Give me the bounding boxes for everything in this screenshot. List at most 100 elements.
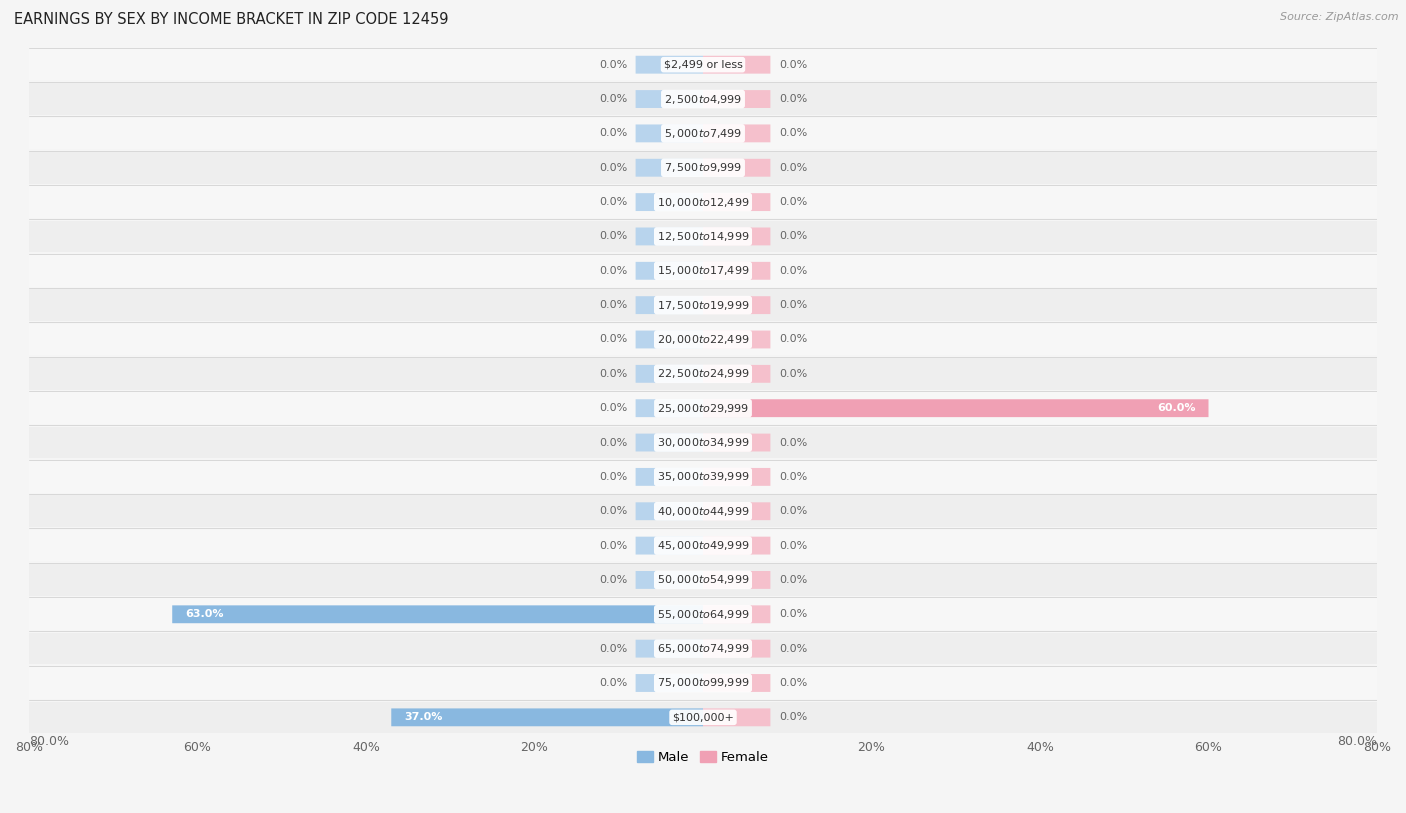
Text: 0.0%: 0.0% [779,541,807,550]
Bar [30,324,1376,355]
FancyBboxPatch shape [636,365,703,383]
Text: $35,000 to $39,999: $35,000 to $39,999 [657,471,749,484]
FancyBboxPatch shape [636,502,703,520]
FancyBboxPatch shape [636,159,703,176]
FancyBboxPatch shape [636,468,703,486]
Text: $7,500 to $9,999: $7,500 to $9,999 [664,161,742,174]
Text: 0.0%: 0.0% [779,266,807,276]
Text: 0.0%: 0.0% [779,232,807,241]
Text: 0.0%: 0.0% [599,541,627,550]
FancyBboxPatch shape [703,606,770,624]
Text: 0.0%: 0.0% [779,506,807,516]
FancyBboxPatch shape [636,124,703,142]
FancyBboxPatch shape [391,708,703,726]
Text: $5,000 to $7,499: $5,000 to $7,499 [664,127,742,140]
Text: 0.0%: 0.0% [599,197,627,207]
FancyBboxPatch shape [636,433,703,451]
FancyBboxPatch shape [636,537,703,554]
Text: 0.0%: 0.0% [779,197,807,207]
Text: 0.0%: 0.0% [779,609,807,620]
Text: 0.0%: 0.0% [599,369,627,379]
Bar [30,255,1376,287]
Text: 0.0%: 0.0% [779,644,807,654]
Text: 0.0%: 0.0% [599,94,627,104]
FancyBboxPatch shape [703,228,770,246]
Text: 0.0%: 0.0% [779,59,807,70]
Text: 0.0%: 0.0% [599,403,627,413]
Text: 80.0%: 80.0% [1337,734,1376,747]
FancyBboxPatch shape [703,296,770,314]
FancyBboxPatch shape [703,56,770,74]
Text: 0.0%: 0.0% [599,472,627,482]
Text: 0.0%: 0.0% [599,128,627,138]
Text: 0.0%: 0.0% [599,266,627,276]
Text: 0.0%: 0.0% [599,334,627,345]
FancyBboxPatch shape [636,90,703,108]
Text: $22,500 to $24,999: $22,500 to $24,999 [657,367,749,380]
Text: $12,500 to $14,999: $12,500 to $14,999 [657,230,749,243]
FancyBboxPatch shape [703,640,770,658]
Bar [30,49,1376,80]
Text: $30,000 to $34,999: $30,000 to $34,999 [657,436,749,449]
FancyBboxPatch shape [636,296,703,314]
FancyBboxPatch shape [172,606,703,624]
Bar [30,598,1376,630]
FancyBboxPatch shape [703,90,770,108]
FancyBboxPatch shape [703,674,770,692]
FancyBboxPatch shape [703,571,770,589]
Text: $2,500 to $4,999: $2,500 to $4,999 [664,93,742,106]
Text: $17,500 to $19,999: $17,500 to $19,999 [657,298,749,311]
Text: 37.0%: 37.0% [404,712,443,722]
Text: $50,000 to $54,999: $50,000 to $54,999 [657,573,749,586]
Text: 0.0%: 0.0% [599,678,627,688]
Text: $40,000 to $44,999: $40,000 to $44,999 [657,505,749,518]
Text: 0.0%: 0.0% [779,163,807,172]
Text: 0.0%: 0.0% [779,300,807,310]
Bar [30,118,1376,150]
Text: $45,000 to $49,999: $45,000 to $49,999 [657,539,749,552]
FancyBboxPatch shape [636,571,703,589]
Text: 0.0%: 0.0% [599,437,627,447]
Text: 0.0%: 0.0% [599,59,627,70]
Text: 63.0%: 63.0% [184,609,224,620]
FancyBboxPatch shape [636,56,703,74]
Text: 0.0%: 0.0% [779,94,807,104]
Text: $65,000 to $74,999: $65,000 to $74,999 [657,642,749,655]
Legend: Male, Female: Male, Female [631,746,775,769]
FancyBboxPatch shape [636,193,703,211]
Bar [30,461,1376,493]
Bar [30,702,1376,733]
FancyBboxPatch shape [703,399,1209,417]
FancyBboxPatch shape [703,193,770,211]
FancyBboxPatch shape [703,262,770,280]
FancyBboxPatch shape [636,331,703,349]
Text: $25,000 to $29,999: $25,000 to $29,999 [657,402,749,415]
FancyBboxPatch shape [703,708,770,726]
Text: 0.0%: 0.0% [779,128,807,138]
Text: 60.0%: 60.0% [1157,403,1197,413]
FancyBboxPatch shape [703,365,770,383]
Text: 0.0%: 0.0% [779,678,807,688]
FancyBboxPatch shape [703,537,770,554]
Text: 0.0%: 0.0% [779,575,807,585]
Text: 0.0%: 0.0% [599,300,627,310]
Text: $55,000 to $64,999: $55,000 to $64,999 [657,608,749,621]
Bar [30,358,1376,389]
Text: 0.0%: 0.0% [779,437,807,447]
Bar [30,393,1376,424]
Bar [30,530,1376,562]
Text: $10,000 to $12,499: $10,000 to $12,499 [657,196,749,209]
Bar [30,633,1376,664]
Text: $100,000+: $100,000+ [672,712,734,722]
Text: $20,000 to $22,499: $20,000 to $22,499 [657,333,749,346]
FancyBboxPatch shape [703,124,770,142]
Bar [30,667,1376,699]
FancyBboxPatch shape [636,228,703,246]
Text: 0.0%: 0.0% [779,472,807,482]
FancyBboxPatch shape [703,159,770,176]
Text: $2,499 or less: $2,499 or less [664,59,742,70]
Text: 0.0%: 0.0% [779,712,807,722]
FancyBboxPatch shape [636,640,703,658]
Bar [30,289,1376,321]
Bar [30,427,1376,459]
